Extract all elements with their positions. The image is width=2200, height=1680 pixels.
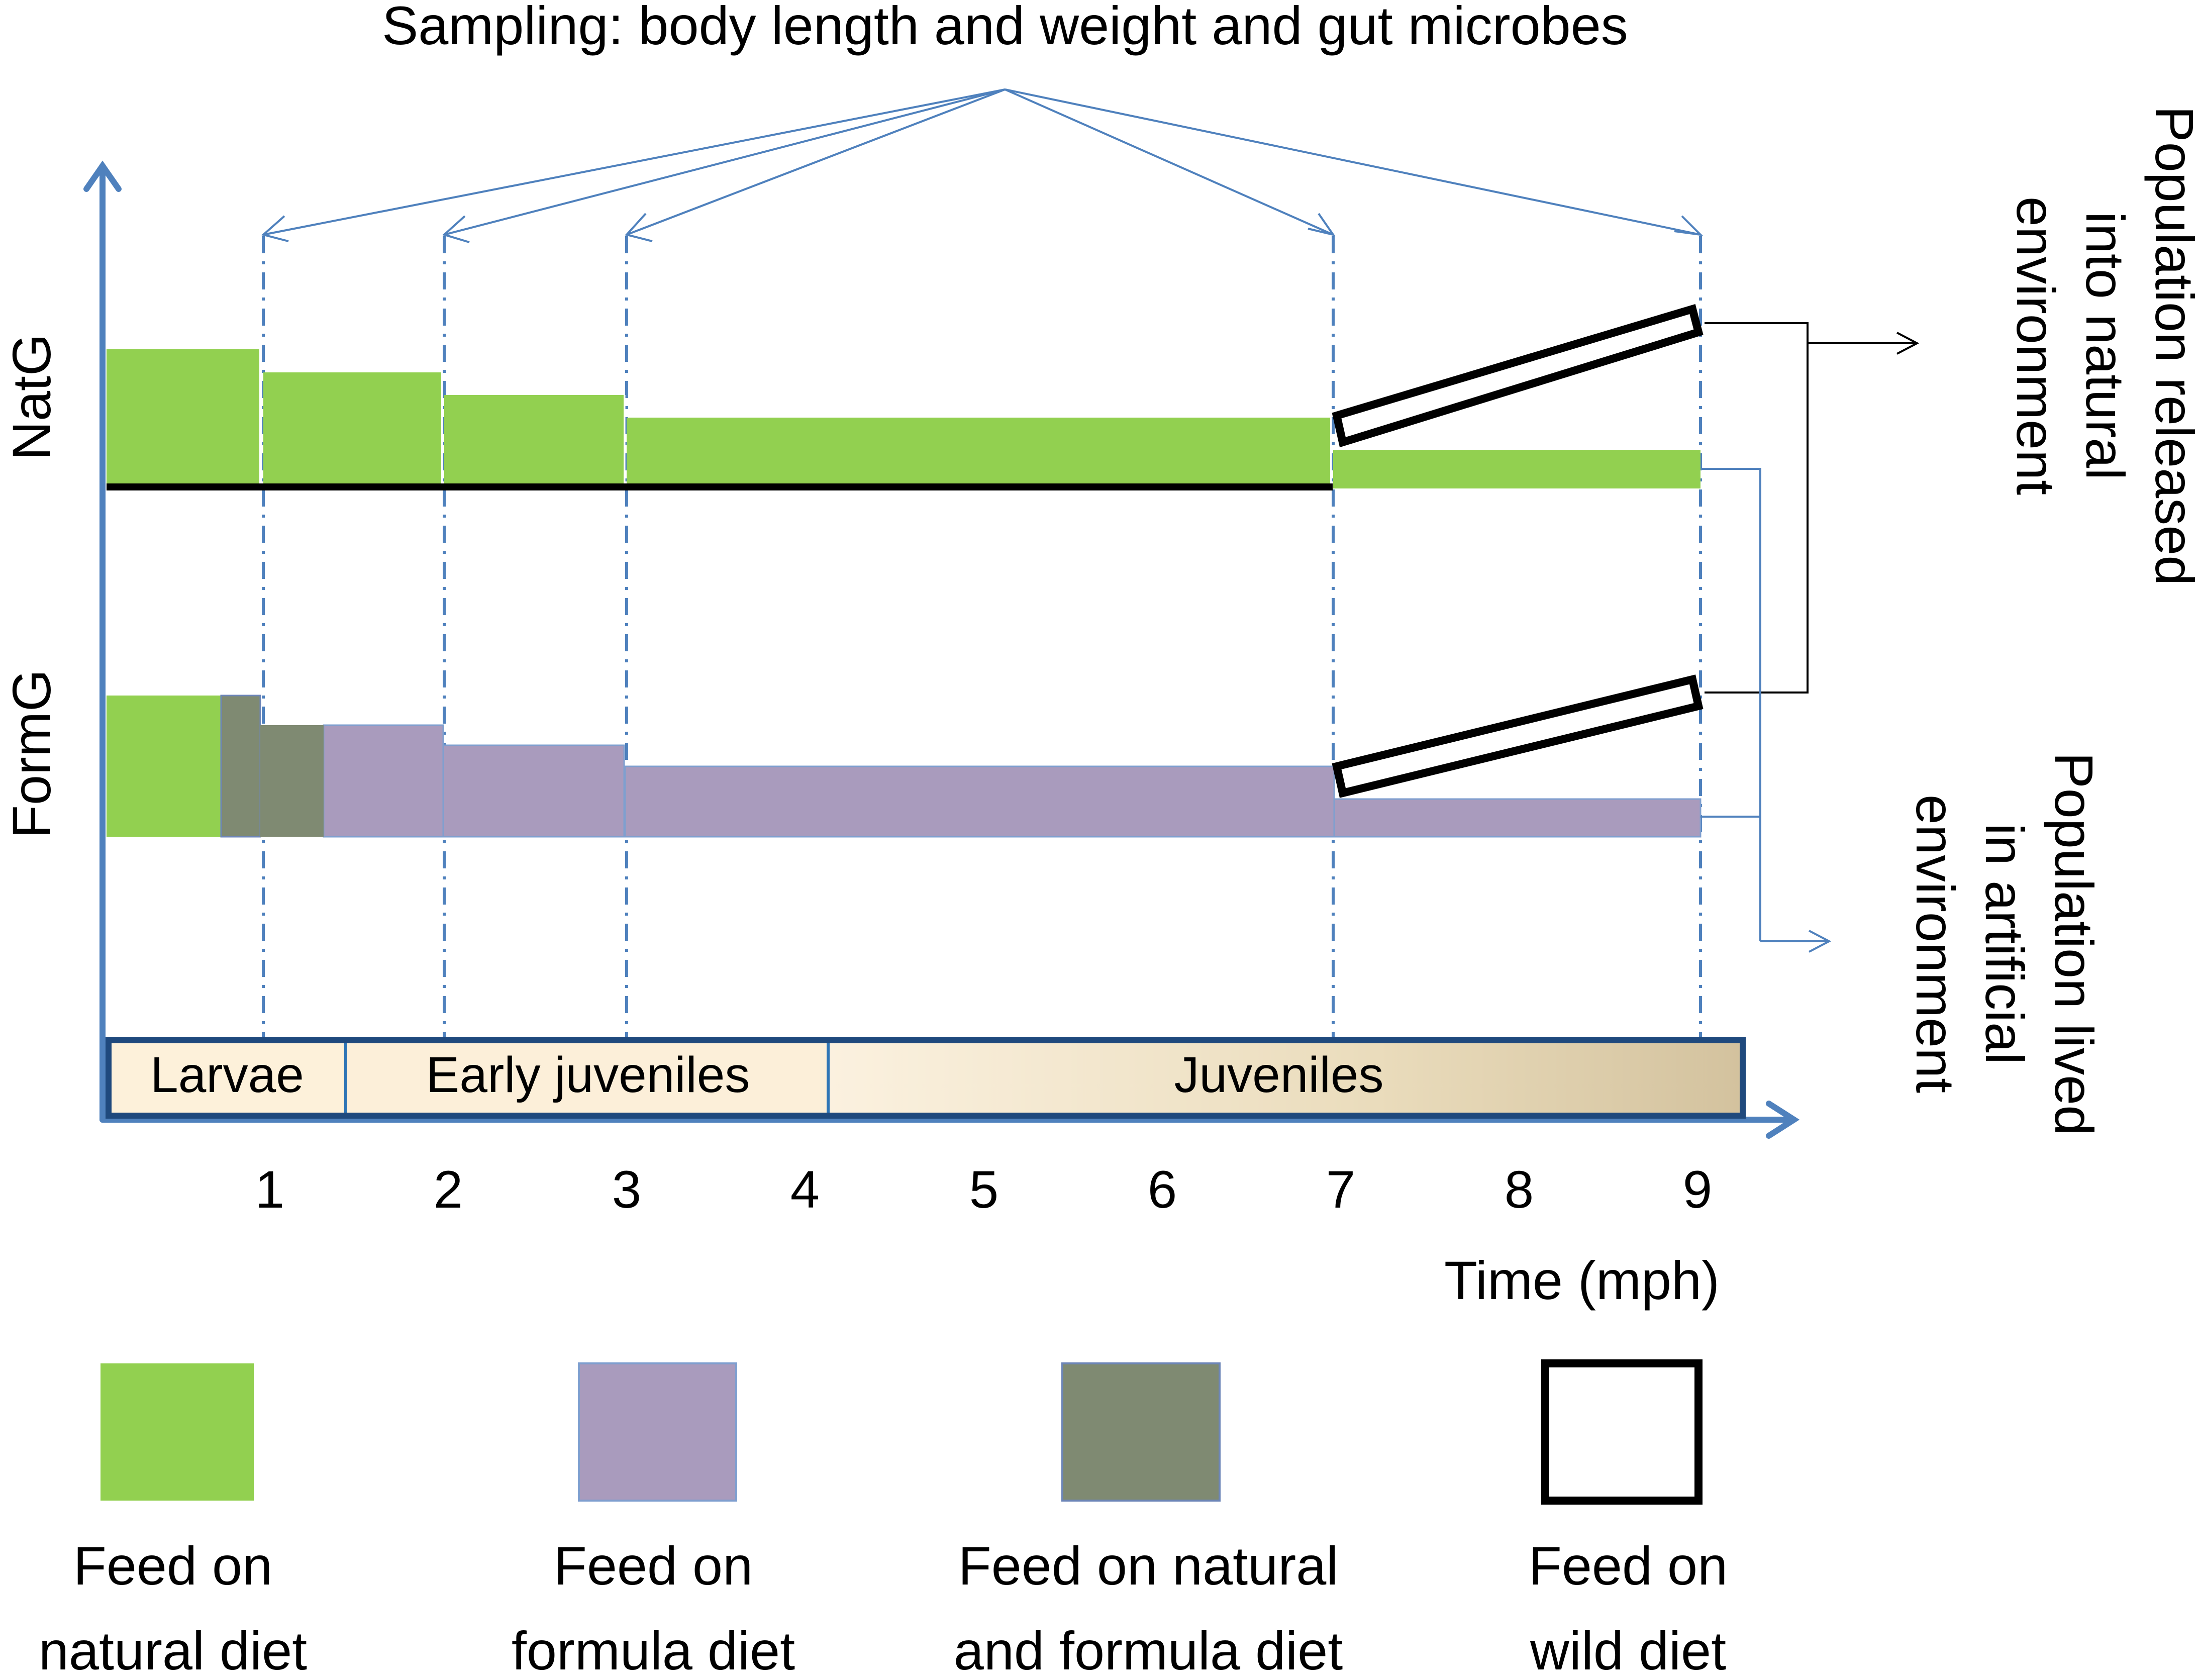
formg-bar-m7 [1333, 798, 1702, 838]
natg-wild-bar [1332, 304, 1704, 448]
group-label-natg: NatG [1, 334, 62, 460]
x-tick-8: 8 [1505, 1160, 1534, 1219]
formg-bar-m2 [442, 744, 625, 838]
natg-bar-m3 [627, 418, 1330, 488]
legend-natural-line-2: natural diet [39, 1620, 307, 1677]
legend-swatch-formula [578, 1362, 737, 1502]
legend-wild-line-2: wild diet [1530, 1620, 1726, 1677]
formg-bars [107, 695, 1702, 838]
x-tick-4: 4 [790, 1160, 820, 1219]
released-line-3: environment [2006, 196, 2066, 495]
stage-bar [106, 1037, 1746, 1119]
x-tick-9: 9 [1683, 1160, 1712, 1219]
x-tick-1: 1 [255, 1160, 284, 1219]
legend-formula-line-2: formula diet [512, 1620, 795, 1677]
release-connector [1705, 322, 1920, 694]
stage-label-larvae: Larvae [150, 1047, 304, 1103]
legend-mixed-line-1: Feed on natural [958, 1535, 1339, 1596]
released-line-2: into natural [2075, 212, 2136, 480]
legend-wild-line-1: Feed on [1529, 1535, 1728, 1596]
title: Sampling: body length and weight and gut… [382, 0, 1628, 56]
legend-swatch-natural [101, 1363, 254, 1501]
sampling-arrow-7 [1005, 88, 1334, 236]
x-tick-labels: 1 2 3 4 5 6 7 8 9 [255, 1160, 1712, 1219]
axes [83, 160, 1800, 1139]
lived-line-3: environment [1905, 795, 1966, 1093]
group-label-formg: FormG [1, 669, 62, 838]
released-line-1: Population released [2144, 106, 2200, 586]
legend-formula-line-1: Feed on [554, 1535, 753, 1596]
x-tick-5: 5 [969, 1160, 998, 1219]
sampling-arrow-3 [626, 88, 1006, 236]
natg-bar-m2 [444, 395, 624, 488]
sampling-arrow-2 [444, 88, 1006, 236]
sampling-arrow-1 [263, 88, 1006, 236]
natg-bar-m7 [1333, 450, 1701, 488]
sampling-arrows [261, 88, 1704, 243]
x-tick-3: 3 [612, 1160, 641, 1219]
x-tick-6: 6 [1148, 1160, 1177, 1219]
natg-bar-m1 [263, 372, 441, 488]
natg-bar-larvae [107, 349, 259, 488]
stage-juveniles [828, 1040, 1743, 1116]
formg-bar-natural [107, 696, 221, 837]
natg-bars [107, 349, 1701, 488]
stage-label-juveniles: Juveniles [1174, 1047, 1384, 1103]
artificial-connector [1701, 468, 1832, 953]
x-axis-label: Time (mph) [1444, 1250, 1720, 1311]
legend-mixed-line-2: and formula diet [954, 1620, 1343, 1677]
formg-bar-mixed-a [220, 695, 261, 838]
legend-swatch-mixed [1061, 1362, 1221, 1502]
legend: Feed on natural diet Feed on formula die… [39, 1359, 1728, 1680]
formg-bar-m3 [624, 765, 1335, 838]
outcome-lived: Population lived in artificial environme… [1905, 752, 2105, 1136]
y-axis-arrowhead [83, 160, 122, 192]
x-axis-arrowhead [1766, 1101, 1800, 1139]
sampling-arrow-9 [1005, 88, 1701, 236]
stage-early-juveniles [346, 1040, 828, 1116]
formg-wild-bar [1332, 674, 1704, 798]
wild-diet-bars [1332, 304, 1704, 798]
outcome-released: Population released into natural environ… [2006, 106, 2200, 586]
x-tick-2: 2 [434, 1160, 463, 1219]
legend-natural-line-1: Feed on [73, 1535, 272, 1596]
lived-line-1: Population lived [2044, 752, 2105, 1136]
stage-larvae [109, 1040, 346, 1116]
formg-bar-mixed-b [260, 725, 324, 837]
formg-bar-m1 [323, 724, 444, 838]
x-tick-7: 7 [1326, 1160, 1355, 1219]
stage-label-early-juveniles: Early juveniles [426, 1047, 750, 1103]
legend-swatch-wild [1541, 1359, 1703, 1505]
natg-baseline [107, 483, 1333, 490]
lived-line-2: in artificial [1974, 823, 2035, 1064]
sampling-lines [262, 236, 1702, 1045]
